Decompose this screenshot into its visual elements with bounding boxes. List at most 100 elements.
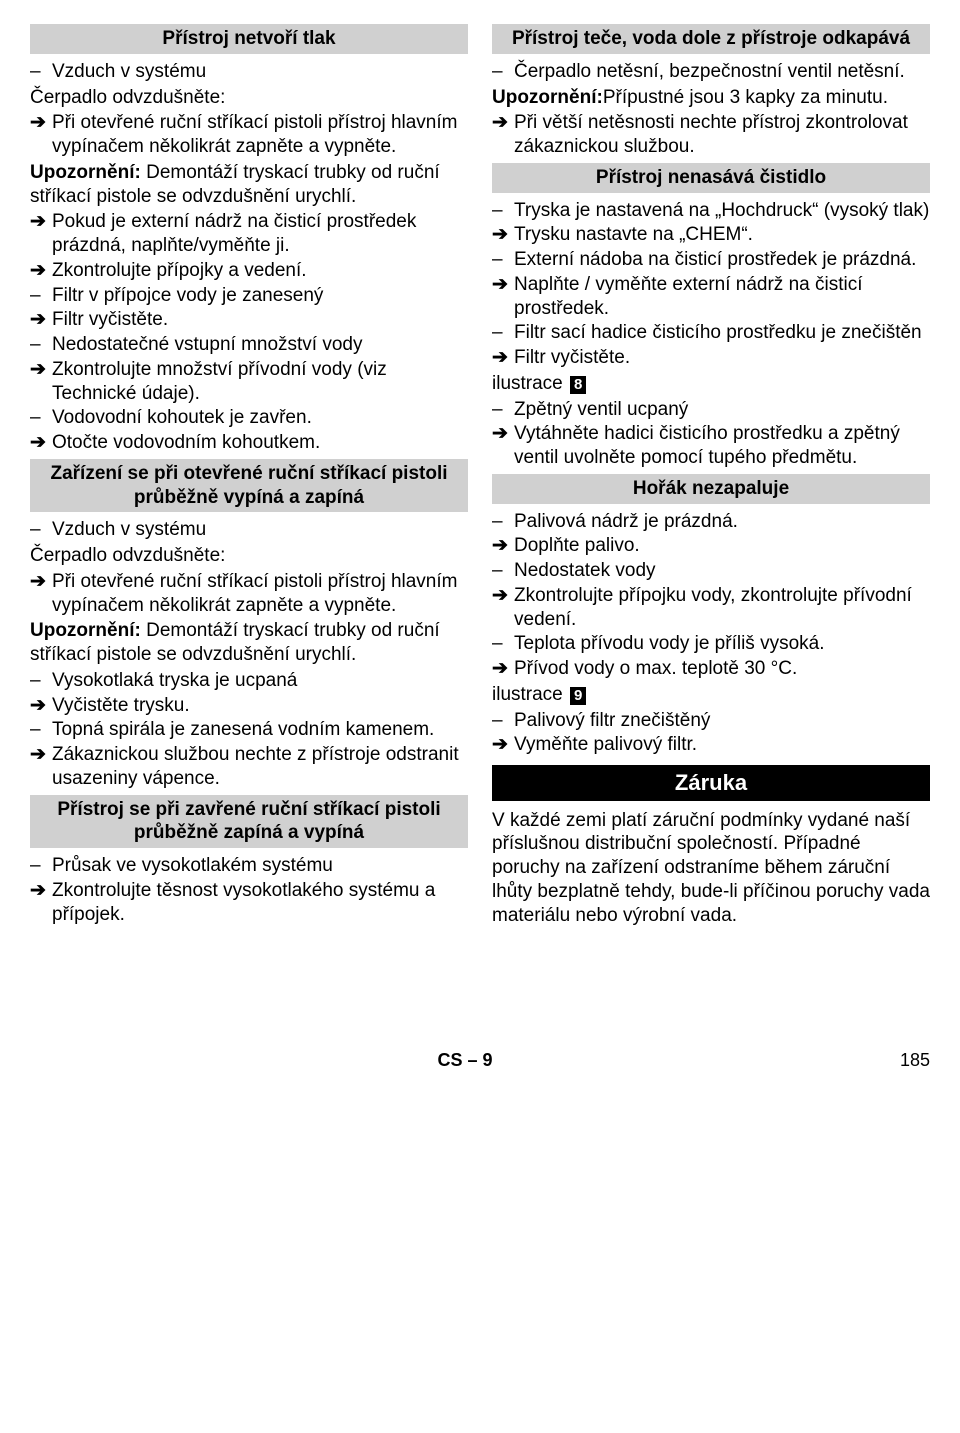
list-item-text: Vzduch v systému [52, 60, 468, 84]
list-item-text: Doplňte palivo. [514, 534, 930, 558]
list-item-text: Filtr sací hadice čisticího prostředku j… [514, 321, 930, 345]
text-line: Čerpadlo odvzdušněte: [30, 544, 468, 568]
arrow-icon [30, 308, 52, 332]
list-item-text: Nedostatek vody [514, 559, 930, 583]
heading-zaruka: Záruka [492, 765, 930, 801]
list-item: Teplota přívodu vody je příliš vysoká. [492, 632, 930, 656]
arrow-icon [492, 273, 514, 321]
illustration-ref: ilustrace 9 [492, 683, 930, 707]
list-item: Doplňte palivo. [492, 534, 930, 558]
dash-icon [30, 284, 52, 308]
list-item-text: Vzduch v systému [52, 518, 468, 542]
text-note: Upozornění:Přípustné jsou 3 kapky za min… [492, 86, 930, 110]
dash-icon [492, 199, 514, 223]
arrow-icon [492, 111, 514, 159]
dash-icon [492, 559, 514, 583]
list-item-text: Topná spirála je zanesená vodním kamenem… [52, 718, 468, 742]
dash-icon [30, 60, 52, 84]
list-item-text: Při větší netěsnosti nechte přístroj zko… [514, 111, 930, 159]
list-item-text: Nedostatečné vstupní množství vody [52, 333, 468, 357]
list-item-text: Vodovodní kohoutek je zavřen. [52, 406, 468, 430]
text-line: Čerpadlo odvzdušněte: [30, 86, 468, 110]
list-item: Čerpadlo netěsní, bezpečnostní ventil ne… [492, 60, 930, 84]
dash-icon [30, 518, 52, 542]
heading-pristroj-tece: Přístroj teče, voda dole z přístroje odk… [492, 24, 930, 54]
list-item-text: Zkontrolujte množství přívodní vody (viz… [52, 358, 468, 406]
list-item: Nedostatek vody [492, 559, 930, 583]
illustration-ref: ilustrace 8 [492, 372, 930, 396]
arrow-icon [30, 431, 52, 455]
arrow-icon [492, 534, 514, 558]
illustration-number-icon: 8 [570, 376, 586, 394]
arrow-icon [492, 584, 514, 632]
list-item-text: Přívod vody o max. teplotě 30 °C. [514, 657, 930, 681]
list-item-text: Vysokotlaká tryska je ucpaná [52, 669, 468, 693]
dash-icon [492, 398, 514, 422]
list-item-text: Pokud je externí nádrž na čisticí prostř… [52, 210, 468, 258]
dash-icon [492, 709, 514, 733]
list-item-text: Teplota přívodu vody je příliš vysoká. [514, 632, 930, 656]
dash-icon [492, 60, 514, 84]
list-item-text: Vytáhněte hadici čisticího prostředku a … [514, 422, 930, 470]
arrow-icon [30, 570, 52, 618]
dash-icon [30, 406, 52, 430]
list-item: Externí nádoba na čisticí prostředek je … [492, 248, 930, 272]
list-item-text: Palivový filtr znečištěný [514, 709, 930, 733]
illustration-number-icon: 9 [570, 687, 586, 705]
list-item-text: Čerpadlo netěsní, bezpečnostní ventil ne… [514, 60, 930, 84]
list-item: Naplňte / vyměňte externí nádrž na čisti… [492, 273, 930, 321]
footer-page-number: 185 [900, 1049, 930, 1072]
dash-icon [492, 510, 514, 534]
warranty-text: V každé zemi platí záruční podmínky vyda… [492, 809, 930, 928]
list-item: Průsak ve vysokotlakém systému [30, 854, 468, 878]
list-item: Vzduch v systému [30, 518, 468, 542]
list-item-text: Tryska je nastavená na „Hochdruck“ (vyso… [514, 199, 930, 223]
list-item: Filtr vyčistěte. [492, 346, 930, 370]
list-item-text: Zkontrolujte přípojku vody, zkontrolujte… [514, 584, 930, 632]
list-item-text: Filtr vyčistěte. [52, 308, 468, 332]
list-item: Vysokotlaká tryska je ucpaná [30, 669, 468, 693]
arrow-icon [30, 259, 52, 283]
list-item: Zákaznickou službou nechte z přístroje o… [30, 743, 468, 791]
dash-icon [30, 333, 52, 357]
arrow-icon [492, 733, 514, 757]
list-item-text: Zpětný ventil ucpaný [514, 398, 930, 422]
list-item-text: Při otevřené ruční stříkací pistoli přís… [52, 570, 468, 618]
list-item: Otočte vodovodním kohoutkem. [30, 431, 468, 455]
arrow-icon [492, 223, 514, 247]
arrow-icon [492, 422, 514, 470]
list-item: Zkontrolujte přípojku vody, zkontrolujte… [492, 584, 930, 632]
list-item: Při otevřené ruční stříkací pistoli přís… [30, 570, 468, 618]
list-item: Přívod vody o max. teplotě 30 °C. [492, 657, 930, 681]
dash-icon [492, 632, 514, 656]
list-item: Pokud je externí nádrž na čisticí prostř… [30, 210, 468, 258]
list-item-text: Filtr v přípojce vody je zanesený [52, 284, 468, 308]
list-item-text: Filtr vyčistěte. [514, 346, 930, 370]
arrow-icon [30, 694, 52, 718]
left-column: Přístroj netvoří tlak Vzduch v systému Č… [30, 20, 468, 929]
heading-zarizeni-vypina-zapina: Zařízení se při otevřené ruční stříkací … [30, 459, 468, 513]
list-item: Filtr v přípojce vody je zanesený [30, 284, 468, 308]
list-item: Zpětný ventil ucpaný [492, 398, 930, 422]
list-item-text: Průsak ve vysokotlakém systému [52, 854, 468, 878]
list-item: Trysku nastavte na „CHEM“. [492, 223, 930, 247]
dash-icon [30, 669, 52, 693]
list-item: Vytáhněte hadici čisticího prostředku a … [492, 422, 930, 470]
dash-icon [30, 854, 52, 878]
right-column: Přístroj teče, voda dole z přístroje odk… [492, 20, 930, 929]
text-note: Upozornění: Demontáží tryskací trubky od… [30, 161, 468, 209]
list-item: Filtr sací hadice čisticího prostředku j… [492, 321, 930, 345]
two-column-layout: Přístroj netvoří tlak Vzduch v systému Č… [30, 20, 930, 929]
arrow-icon [30, 210, 52, 258]
heading-pristroj-netvori-tlak: Přístroj netvoří tlak [30, 24, 468, 54]
list-item-text: Otočte vodovodním kohoutkem. [52, 431, 468, 455]
list-item-text: Trysku nastavte na „CHEM“. [514, 223, 930, 247]
arrow-icon [30, 358, 52, 406]
list-item: Tryska je nastavená na „Hochdruck“ (vyso… [492, 199, 930, 223]
list-item-text: Vyčistěte trysku. [52, 694, 468, 718]
list-item: Vodovodní kohoutek je zavřen. [30, 406, 468, 430]
heading-horak-nezapaluje: Hořák nezapaluje [492, 474, 930, 504]
list-item: Zkontrolujte přípojky a vedení. [30, 259, 468, 283]
list-item-text: Zákaznickou službou nechte z přístroje o… [52, 743, 468, 791]
list-item-text: Naplňte / vyměňte externí nádrž na čisti… [514, 273, 930, 321]
